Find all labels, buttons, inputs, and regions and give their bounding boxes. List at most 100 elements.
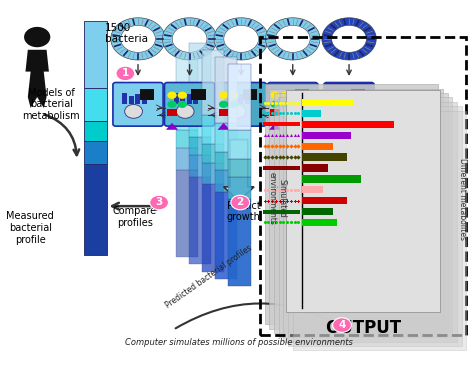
Polygon shape [214, 18, 268, 60]
Polygon shape [332, 26, 366, 52]
Bar [84, 164, 107, 255]
Circle shape [231, 195, 250, 210]
Polygon shape [269, 123, 281, 130]
Bar [175, 35, 198, 101]
Circle shape [333, 318, 351, 332]
Bar [302, 153, 346, 161]
Bar [215, 170, 237, 192]
Text: Predicted bacterial profiles: Predicted bacterial profiles [164, 244, 253, 310]
Circle shape [336, 104, 354, 118]
Polygon shape [224, 26, 258, 52]
Bar [288, 106, 462, 346]
Circle shape [332, 92, 342, 99]
Circle shape [281, 101, 290, 108]
Circle shape [322, 92, 331, 99]
Circle shape [389, 92, 398, 99]
Circle shape [279, 104, 297, 118]
Circle shape [281, 92, 290, 99]
Bar [353, 97, 358, 104]
Text: Compare
profiles: Compare profiles [113, 206, 157, 228]
Circle shape [378, 92, 388, 99]
Polygon shape [121, 26, 155, 52]
Polygon shape [166, 123, 178, 130]
Bar [167, 109, 177, 116]
Text: 1500
bacteria: 1500 bacteria [105, 23, 148, 44]
Bar [189, 137, 211, 155]
Bar [302, 186, 323, 193]
Bar [202, 162, 224, 184]
Bar [302, 164, 328, 172]
Bar [175, 101, 198, 130]
Bar [302, 219, 337, 226]
Text: 3: 3 [155, 197, 163, 207]
Polygon shape [218, 123, 230, 130]
Polygon shape [172, 26, 207, 52]
Bar [215, 123, 237, 151]
Bar [228, 159, 251, 177]
Text: OUTPUT: OUTPUT [325, 319, 401, 337]
Bar [84, 88, 107, 121]
Text: Measured
bacterial
profile: Measured bacterial profile [6, 211, 54, 245]
Polygon shape [111, 18, 165, 60]
Circle shape [24, 27, 50, 47]
Circle shape [219, 92, 228, 99]
Circle shape [167, 92, 177, 99]
Bar [346, 94, 351, 104]
Circle shape [332, 101, 342, 108]
Circle shape [178, 101, 187, 108]
Polygon shape [163, 18, 217, 60]
Text: 4: 4 [338, 320, 346, 330]
Bar [283, 102, 457, 342]
Circle shape [219, 101, 228, 108]
Bar [180, 96, 185, 104]
Circle shape [228, 104, 246, 118]
Text: Predict
growth: Predict growth [227, 201, 260, 222]
Text: Computer simulates millions of possible environments: Computer simulates millions of possible … [125, 338, 353, 347]
Circle shape [271, 92, 280, 99]
FancyBboxPatch shape [216, 82, 266, 126]
Bar [339, 96, 345, 104]
Bar [142, 97, 147, 104]
Bar [228, 64, 251, 130]
Bar [191, 89, 206, 100]
Bar [173, 93, 179, 104]
Bar [302, 142, 333, 150]
Circle shape [167, 101, 177, 108]
Bar [302, 132, 351, 139]
Circle shape [271, 101, 280, 108]
Bar [286, 90, 440, 312]
Bar [175, 130, 198, 148]
Bar [228, 130, 251, 159]
Text: 1: 1 [122, 68, 129, 78]
Bar [294, 89, 309, 100]
Text: Models of
bacterial
metabolism: Models of bacterial metabolism [22, 88, 80, 121]
FancyBboxPatch shape [113, 82, 163, 126]
Bar [378, 109, 388, 116]
Bar [84, 141, 107, 164]
Bar [269, 89, 443, 328]
Polygon shape [377, 123, 389, 130]
Circle shape [150, 195, 168, 210]
Circle shape [176, 104, 194, 118]
Bar [238, 94, 244, 104]
Circle shape [116, 66, 135, 81]
Bar [293, 111, 466, 350]
Bar [84, 21, 107, 88]
Bar [302, 208, 333, 215]
Circle shape [178, 92, 187, 99]
Bar [202, 115, 224, 144]
Polygon shape [322, 18, 376, 60]
Text: Simulated
environments: Simulated environments [268, 172, 287, 225]
Bar [202, 184, 224, 272]
Bar [135, 94, 140, 104]
Bar [333, 93, 338, 104]
Circle shape [389, 101, 398, 108]
Bar [302, 110, 321, 117]
Bar [84, 121, 107, 141]
Bar [277, 93, 282, 104]
FancyBboxPatch shape [164, 82, 215, 126]
Bar [245, 97, 250, 104]
FancyBboxPatch shape [324, 82, 374, 126]
Polygon shape [275, 26, 310, 52]
Bar [189, 108, 211, 137]
